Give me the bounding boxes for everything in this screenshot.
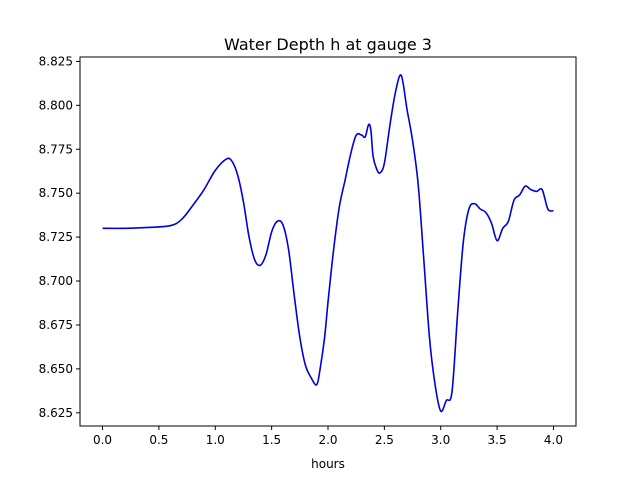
y-tick-label: 8.625 <box>39 406 73 420</box>
y-tick-label: 8.675 <box>39 318 73 332</box>
y-tick-label: 8.700 <box>39 274 73 288</box>
x-tick-label: 4.0 <box>544 433 563 447</box>
x-tick-label: 3.0 <box>431 433 450 447</box>
x-tick-label: 2.5 <box>375 433 394 447</box>
chart-title: Water Depth h at gauge 3 <box>224 35 432 54</box>
x-axis-label: hours <box>311 457 345 471</box>
y-tick-label: 8.825 <box>39 54 73 68</box>
x-tick-label: 2.0 <box>318 433 337 447</box>
x-tick-label: 1.0 <box>206 433 225 447</box>
x-axis-ticks: 0.0 0.5 1.0 1.5 2.0 2.5 3.0 3.5 4.0 <box>93 426 563 447</box>
y-tick-label: 8.725 <box>39 230 73 244</box>
y-axis-ticks: 8.625 8.650 8.675 8.700 8.725 8.750 8.775 8.800… <box>39 54 80 420</box>
x-tick-label: 1.5 <box>262 433 281 447</box>
y-tick-label: 8.650 <box>39 362 73 376</box>
x-tick-label: 0.0 <box>93 433 112 447</box>
y-tick-label: 8.800 <box>39 98 73 112</box>
x-tick-label: 0.5 <box>149 433 168 447</box>
plot-area <box>102 74 554 413</box>
x-tick-label: 3.5 <box>488 433 507 447</box>
y-tick-label: 8.750 <box>39 186 73 200</box>
y-tick-label: 8.775 <box>39 142 73 156</box>
series-line <box>102 74 554 413</box>
axes-frame <box>79 56 577 427</box>
